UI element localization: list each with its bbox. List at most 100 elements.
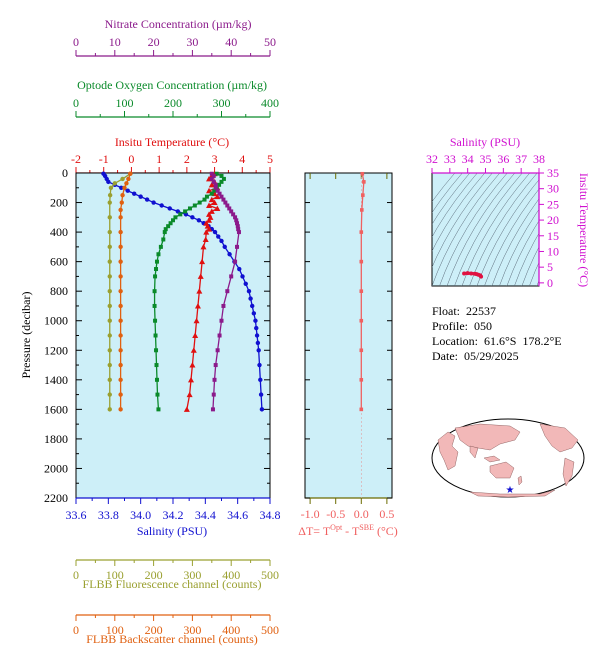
nitrate-point bbox=[209, 176, 214, 181]
backscatter-point bbox=[118, 333, 123, 338]
oxygen-point bbox=[187, 206, 192, 211]
salinity-point bbox=[248, 296, 253, 301]
nitrate-tick-label: 50 bbox=[264, 35, 276, 49]
land-south-america bbox=[562, 457, 575, 487]
ts-density-contour bbox=[491, 198, 539, 286]
oxygen-point bbox=[154, 267, 159, 272]
nitrate-point bbox=[217, 333, 222, 338]
oxygen-point bbox=[171, 218, 175, 223]
salinity-tick-label: 34.6 bbox=[227, 508, 248, 522]
delta-t-tick-label: -0.5 bbox=[326, 507, 345, 521]
oxygen-point bbox=[197, 200, 202, 205]
delta-t-point bbox=[361, 193, 365, 197]
nitrate-point bbox=[211, 179, 216, 184]
backscatter-tick-label: 100 bbox=[106, 623, 124, 637]
ts-density-contour bbox=[589, 173, 609, 286]
salinity-point bbox=[190, 215, 195, 220]
world-map: ★ bbox=[431, 418, 585, 498]
nitrate-point bbox=[211, 392, 216, 397]
land-india bbox=[469, 445, 479, 459]
nitrate-point bbox=[229, 209, 234, 214]
salinity-point bbox=[227, 252, 232, 257]
ts-density-contour bbox=[484, 188, 539, 286]
temperature-tick-label: 3 bbox=[212, 152, 218, 166]
fluorescence-point bbox=[108, 185, 114, 190]
delta-t-point bbox=[359, 230, 364, 234]
salinity-point bbox=[256, 348, 261, 353]
temperature-point bbox=[193, 317, 200, 324]
temperature-point bbox=[202, 236, 209, 242]
temperature-point bbox=[190, 347, 197, 353]
backscatter-point bbox=[118, 215, 123, 220]
salinity-point bbox=[106, 179, 111, 185]
salinity-axis: 33.6 33.8 34.0 34.2 34.4 34.6 34.8 bbox=[66, 497, 281, 522]
ts-density-contour bbox=[446, 173, 515, 286]
ts-density-contour bbox=[506, 220, 539, 286]
nitrate-point bbox=[219, 194, 224, 199]
ts-x-tick-label: 38 bbox=[533, 152, 545, 166]
backscatter-point bbox=[118, 348, 123, 353]
salinity-point bbox=[257, 362, 262, 368]
fluorescence-tick-label: 300 bbox=[183, 568, 201, 582]
salinity-point bbox=[254, 333, 260, 338]
nitrate-point bbox=[235, 221, 240, 226]
ts-density-contour bbox=[432, 173, 470, 225]
temperature-point bbox=[203, 229, 210, 235]
land-antarctica bbox=[469, 489, 556, 498]
oxygen-point bbox=[221, 176, 226, 181]
fluorescence-tick-label: 400 bbox=[222, 568, 240, 582]
oxygen-point bbox=[155, 392, 160, 397]
salinity-point bbox=[250, 303, 255, 309]
fluorescence-tick-label: 200 bbox=[145, 568, 163, 582]
nitrate-point bbox=[236, 230, 241, 235]
nitrate-point bbox=[215, 348, 220, 353]
nitrate-point bbox=[225, 203, 230, 208]
fluorescence-point bbox=[107, 333, 112, 338]
oxygen-point bbox=[166, 224, 171, 229]
backscatter-point bbox=[119, 200, 124, 205]
backscatter-point bbox=[118, 207, 123, 213]
temperature-point bbox=[186, 391, 193, 398]
pressure-tick-label: 0 bbox=[62, 166, 68, 180]
nitrate-point bbox=[212, 377, 217, 382]
temperature-point bbox=[200, 243, 207, 250]
pressure-tick-label: 1400 bbox=[44, 373, 68, 387]
backscatter-point bbox=[118, 407, 123, 412]
pressure-tick-label: 1800 bbox=[44, 432, 68, 446]
backscatter-tick-label: 200 bbox=[145, 623, 163, 637]
nitrate-point bbox=[223, 200, 228, 205]
ts-x-tick-label: 34 bbox=[462, 152, 474, 166]
fluorescence-tick-label: 500 bbox=[261, 568, 279, 582]
delta-t-opt-superscript: Opt bbox=[330, 523, 343, 532]
pressure-tick-label: 1600 bbox=[44, 402, 68, 416]
salinity-point bbox=[119, 185, 124, 190]
nitrate-tick-label: 10 bbox=[109, 35, 121, 49]
pressure-axis: 0 200 400 600 800 1000 1200 1400 1600 1800 2000 220… bbox=[44, 166, 270, 505]
oxygen-tick-label: 100 bbox=[116, 96, 134, 110]
fluorescence-point bbox=[107, 192, 113, 198]
oxygen-point bbox=[154, 348, 159, 353]
delta-t-point bbox=[359, 378, 364, 382]
ts-density-contour bbox=[432, 173, 493, 268]
nitrate-tick-label: 40 bbox=[225, 35, 237, 49]
map-land bbox=[437, 423, 579, 498]
nitrate-point bbox=[213, 182, 218, 187]
salinity-point bbox=[255, 340, 261, 346]
temperature-point bbox=[214, 205, 221, 211]
nitrate-point bbox=[217, 191, 222, 196]
salinity-point bbox=[167, 206, 172, 211]
nitrate-tick-label: 30 bbox=[186, 35, 198, 49]
temperature-tick-label: -2 bbox=[71, 152, 81, 166]
nitrate-point bbox=[236, 227, 241, 232]
nitrate-point bbox=[221, 197, 226, 202]
temperature-tick-label: 4 bbox=[239, 152, 245, 166]
ts-x-tick-label: 36 bbox=[497, 152, 509, 166]
delta-t-point bbox=[359, 259, 364, 264]
fluorescence-point bbox=[107, 244, 112, 250]
salinity-point bbox=[132, 191, 137, 196]
nitrate-tick-label: 20 bbox=[148, 35, 160, 49]
oxygen-point bbox=[183, 209, 188, 214]
nitrate-point bbox=[225, 289, 230, 294]
date: Date: 05/29/2025 bbox=[432, 349, 519, 363]
